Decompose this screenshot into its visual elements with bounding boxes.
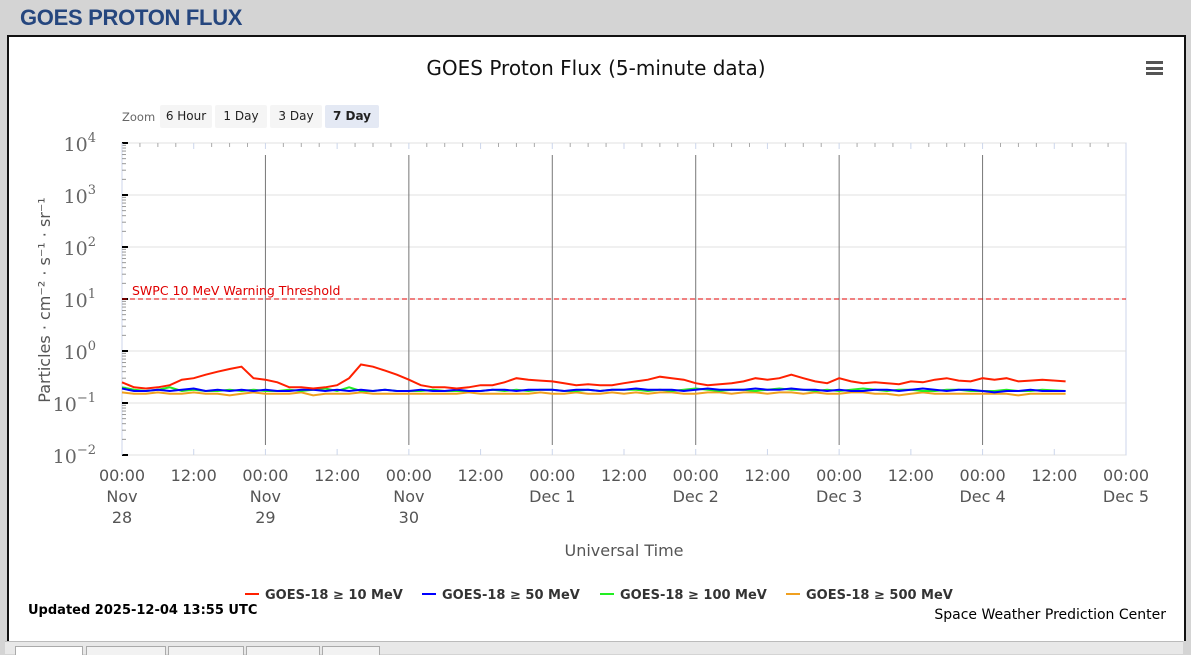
x-tick-date: 29	[255, 508, 275, 527]
legend-label: GOES-18 ≥ 100 MeV	[620, 588, 767, 603]
x-tick-label: 00:00	[99, 466, 145, 485]
y-tick-label: 10−2	[53, 443, 96, 468]
page-title: GOES PROTON FLUX	[20, 5, 243, 30]
x-tick-label: 00:00	[1103, 466, 1149, 485]
zoom-3-day-button[interactable]: 3 Day	[270, 105, 322, 128]
updated-timestamp: Updated 2025-12-04 13:55 UTC	[28, 603, 258, 618]
x-tick-label: 00:00	[960, 466, 1006, 485]
y-tick-label: 100	[64, 339, 96, 364]
x-tick-label: 12:00	[888, 466, 934, 485]
series-line	[121, 387, 1066, 394]
legend-label: GOES-18 ≥ 50 MeV	[442, 588, 580, 603]
zoom-6-hour-button[interactable]: 6 Hour	[160, 105, 212, 128]
legend-item[interactable]: GOES-18 ≥ 50 MeV	[422, 588, 580, 603]
x-tick-date: Dec 1	[529, 487, 575, 506]
credit-text: Space Weather Prediction Center	[934, 607, 1166, 623]
x-tick-date: Dec 5	[1103, 487, 1149, 506]
series-line	[121, 391, 1066, 397]
x-tick-label: 12:00	[744, 466, 790, 485]
x-axis-label: Universal Time	[564, 541, 683, 560]
x-tick-date: Nov	[106, 487, 137, 506]
y-tick-label: 102	[64, 235, 96, 260]
x-tick-date: 28	[112, 508, 132, 527]
x-tick-date: Nov	[250, 487, 281, 506]
x-tick-label: 00:00	[673, 466, 719, 485]
x-tick-label: 12:00	[171, 466, 217, 485]
x-tick-date: 30	[399, 508, 419, 527]
zoom-7-day-button[interactable]: 7 Day	[325, 105, 379, 128]
y-tick-label: 10−1	[53, 391, 96, 416]
x-tick-label: 12:00	[601, 466, 647, 485]
x-tick-label: 12:00	[314, 466, 360, 485]
y-axis-label: Particles · cm⁻² · s⁻¹ · sr⁻¹	[35, 197, 54, 402]
legend-label: GOES-18 ≥ 500 MeV	[806, 588, 953, 603]
zoom-label: Zoom	[122, 110, 156, 124]
legend-label: GOES-18 ≥ 10 MeV	[265, 588, 403, 603]
legend-item[interactable]: GOES-18 ≥ 500 MeV	[786, 588, 953, 603]
x-tick-date: Nov	[393, 487, 424, 506]
x-tick-label: 12:00	[458, 466, 504, 485]
y-tick-label: 101	[64, 287, 96, 312]
x-tick-label: 00:00	[816, 466, 862, 485]
zoom-1-day-button[interactable]: 1 Day	[215, 105, 267, 128]
x-tick-date: Dec 2	[673, 487, 719, 506]
legend-item[interactable]: GOES-18 ≥ 10 MeV	[245, 588, 403, 603]
chart-title: GOES Proton Flux (5-minute data)	[426, 56, 765, 80]
hamburger-menu-icon[interactable]	[1146, 61, 1163, 76]
x-tick-date: Dec 3	[816, 487, 862, 506]
x-tick-label: 00:00	[386, 466, 432, 485]
series-line	[121, 363, 1066, 390]
y-tick-label: 104	[64, 131, 96, 156]
y-tick-label: 103	[64, 183, 96, 208]
threshold-label: SWPC 10 MeV Warning Threshold	[132, 283, 340, 298]
x-tick-label: 00:00	[529, 466, 575, 485]
x-tick-label: 12:00	[1031, 466, 1077, 485]
x-tick-label: 00:00	[242, 466, 288, 485]
chart-container	[7, 35, 1186, 641]
legend-item[interactable]: GOES-18 ≥ 100 MeV	[600, 588, 767, 603]
x-tick-date: Dec 4	[959, 487, 1005, 506]
